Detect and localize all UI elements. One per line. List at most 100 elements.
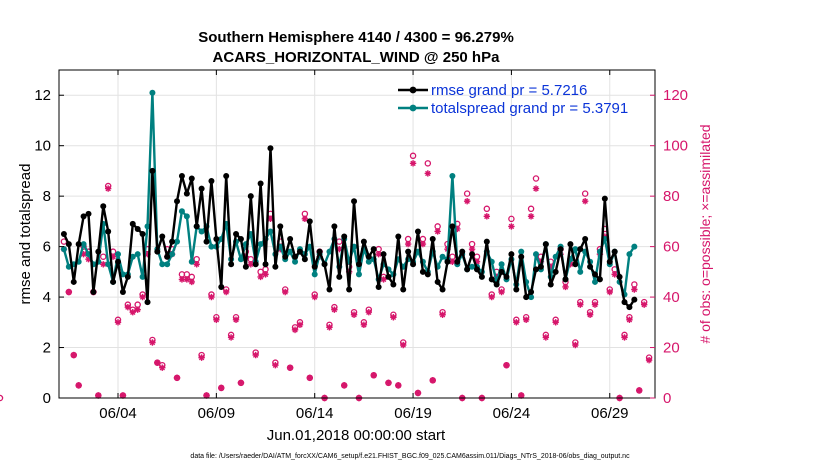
obs-assimilated-point xyxy=(581,198,589,205)
totalspread-point xyxy=(149,89,156,96)
rmse-point xyxy=(567,241,574,248)
rmse-point xyxy=(301,256,308,263)
rmse-point xyxy=(292,253,299,260)
rmse-point xyxy=(252,261,259,268)
obs-assimilated-point xyxy=(360,321,368,329)
obs-possible-point xyxy=(483,205,491,213)
totalspread-point xyxy=(188,258,195,265)
rmse-point xyxy=(562,276,569,283)
obs-assimilated-point xyxy=(198,354,205,361)
totalspread-point xyxy=(552,253,559,260)
obs-assimilated-point xyxy=(237,379,245,387)
obs-assimilated-point xyxy=(75,382,82,389)
rmse-point xyxy=(306,218,313,225)
rmse-point xyxy=(532,266,539,273)
y2-tick-label: 0 xyxy=(663,390,671,407)
rmse-point xyxy=(459,248,466,255)
rmse-point xyxy=(296,248,303,255)
rmse-point xyxy=(223,172,230,179)
x-axis-ticks: 06/04 06/09 06/14 06/19 06/24 06/29 xyxy=(99,70,629,422)
obs-assimilated-point xyxy=(606,288,613,296)
rmse-point xyxy=(218,283,225,290)
rmse-point xyxy=(419,268,426,275)
rmse-point xyxy=(272,263,279,270)
obs-assimilated-point xyxy=(522,316,530,323)
chart-title: Southern Hemisphere 4140 / 4300 = 96.279… xyxy=(198,29,514,46)
rmse-point xyxy=(587,263,594,270)
obs-assimilated-point xyxy=(100,261,107,268)
obs-possible-point xyxy=(527,205,535,213)
rmse-point xyxy=(577,246,584,253)
obs-assimilated-point xyxy=(134,306,141,313)
y2-tick-label: 60 xyxy=(663,239,680,256)
obs-assimilated-point xyxy=(473,258,481,265)
totalspread-point xyxy=(532,251,539,258)
rmse-point xyxy=(542,241,549,248)
legend-spread-label: totalspread grand pr = 5.3791 xyxy=(431,100,628,117)
rmse-point xyxy=(572,261,579,268)
totalspread-point xyxy=(518,248,525,255)
y-tick-label: 6 xyxy=(43,239,51,256)
obs-assimilated-point xyxy=(301,215,309,223)
obs-assimilated-point xyxy=(409,160,417,167)
rmse-point xyxy=(454,258,461,265)
obs-possible-point xyxy=(188,273,196,281)
rmse-point xyxy=(134,225,141,232)
rmse-point xyxy=(139,231,146,237)
y-tick-label: 12 xyxy=(34,87,51,104)
x-tick-label: 06/24 xyxy=(493,405,531,422)
rmse-point xyxy=(483,238,490,245)
obs-possible-point xyxy=(262,266,269,273)
obs-possible-point xyxy=(100,253,107,260)
rmse-point xyxy=(277,223,284,230)
obs-possible-point xyxy=(581,190,589,197)
obs-assimilated-point xyxy=(341,382,348,389)
x-tick-label: 06/04 xyxy=(99,405,137,422)
obs-assimilated-point xyxy=(350,311,358,318)
totalspread-point xyxy=(631,243,638,250)
obs-assimilated-point xyxy=(532,185,540,192)
totalspread-point xyxy=(105,261,112,268)
obs-assimilated-point xyxy=(104,185,112,192)
y-tick-label: 2 xyxy=(43,340,51,357)
rmse-point xyxy=(282,253,289,260)
rmse-point xyxy=(390,281,397,288)
totalspread-point xyxy=(528,294,535,301)
rmse-point xyxy=(518,253,525,260)
obs-possible-point xyxy=(434,223,441,230)
obs-assimilated-point xyxy=(306,374,313,382)
totalspread-point xyxy=(577,268,584,275)
rmse-point xyxy=(410,261,417,268)
obs-assimilated-point xyxy=(85,256,92,263)
rmse-point xyxy=(237,236,244,243)
obs-possible-point xyxy=(419,235,427,243)
obs-possible-point xyxy=(473,253,481,260)
y-axis-ticks: 0 2 4 6 8 10 12 xyxy=(34,87,64,407)
obs-assimilated-point xyxy=(252,351,259,359)
obs-possible-point xyxy=(468,240,476,248)
totalspread-point xyxy=(287,248,294,255)
obs-assimilated-point xyxy=(567,261,574,268)
grid-lines xyxy=(59,70,655,399)
rmse-point xyxy=(85,210,92,217)
obs-assimilated-point xyxy=(640,301,648,308)
rmse-point xyxy=(159,233,166,240)
obs-assimilated-point xyxy=(208,293,215,301)
rmse-point xyxy=(611,248,618,255)
obs-assimilated-point xyxy=(291,326,299,334)
obs-possible-point xyxy=(0,394,4,402)
y-tick-label: 10 xyxy=(34,138,51,155)
obs-assimilated-point xyxy=(80,250,87,258)
obs-assimilated-point xyxy=(552,319,559,326)
rmse-point xyxy=(375,283,382,290)
obs-assimilated-point xyxy=(626,316,633,323)
totalspread-point xyxy=(626,251,633,258)
rmse-point xyxy=(444,258,451,265)
totalspread-point xyxy=(80,241,87,248)
totalspread-point xyxy=(129,253,136,260)
obs-assimilated-point xyxy=(149,339,156,346)
y-tick-label: 0 xyxy=(43,390,51,407)
obs-assimilated-point xyxy=(311,293,318,301)
rmse-point xyxy=(129,220,136,227)
totalspread-point xyxy=(159,261,166,268)
